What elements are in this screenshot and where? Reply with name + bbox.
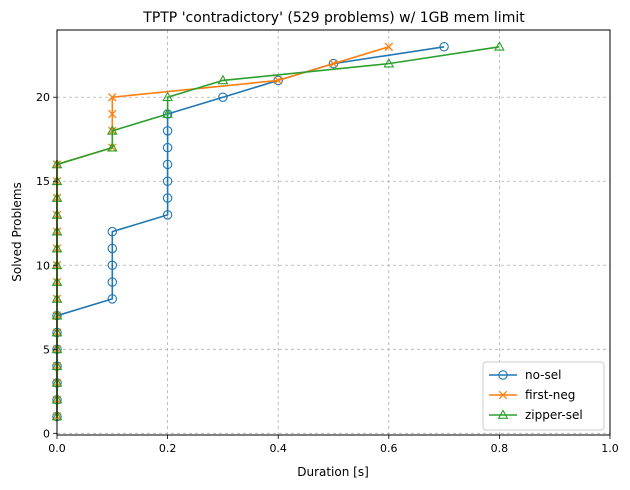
x-tick-label: 0.4: [269, 442, 287, 455]
data-point: [162, 108, 173, 118]
data-point: [106, 141, 118, 152]
data-point: [162, 142, 173, 153]
y-tick-label: 10: [36, 259, 50, 272]
data-point: [108, 92, 117, 102]
legend-marker: [498, 370, 508, 380]
data-point: [329, 59, 338, 68]
chart-title: TPTP 'contradictory' (529 problems) w/ 1…: [142, 10, 525, 26]
x-tick-label: 0.8: [491, 442, 509, 455]
data-point: [162, 193, 173, 203]
data-point: [162, 176, 173, 186]
legend-marker: [497, 409, 509, 419]
x-tick-label: 1.0: [601, 442, 619, 455]
legend-label: first-neg: [525, 388, 575, 402]
y-tick-label: 0: [43, 427, 50, 440]
series-first-neg: [52, 42, 394, 421]
legend-label: no-sel: [525, 368, 561, 382]
data-point: [162, 126, 173, 136]
legend-box: [482, 361, 605, 431]
data-point: [494, 41, 505, 51]
data-point: [107, 226, 118, 237]
x-tick-label: 0.6: [380, 442, 398, 455]
x-axis: 0.0 0.2 0.4 0.6 0.8 1.0: [48, 435, 619, 455]
data-point: [217, 74, 229, 85]
data-point: [162, 210, 173, 220]
y-tick-label: 15: [36, 175, 50, 188]
legend-entry-zipper-sel: zipper-sel: [489, 408, 583, 422]
x-tick-label: 0.0: [48, 442, 66, 455]
data-point: [273, 76, 283, 85]
legend-label: zipper-sel: [525, 408, 583, 422]
data-point: [162, 91, 173, 102]
y-tick-label: 5: [43, 343, 50, 356]
plot-frame: [56, 29, 611, 436]
data-point: [107, 260, 118, 271]
data-point: [107, 243, 118, 254]
data-point: [108, 109, 117, 119]
series-line: [56, 46, 390, 417]
legend-marker: [498, 390, 508, 400]
y-tick-label: 20: [36, 91, 50, 104]
data-point: [439, 42, 449, 52]
series-line: [56, 46, 445, 417]
legend-entry-no-sel: no-sel: [489, 368, 561, 382]
data-point: [218, 92, 228, 102]
data-point: [328, 58, 339, 69]
data-point: [384, 42, 394, 52]
data-point: [107, 277, 118, 287]
y-axis: 0 5 10 15 20: [36, 91, 57, 440]
legend: no-sel first-neg zipper-sel: [482, 361, 605, 431]
data-point: [106, 125, 118, 135]
data-point: [107, 294, 118, 304]
legend-entry-first-neg: first-neg: [489, 388, 575, 402]
x-axis-label: Duration [s]: [297, 465, 369, 479]
y-axis-label: Solved Problems: [10, 182, 24, 282]
data-point: [383, 57, 395, 68]
data-point: [162, 159, 173, 170]
x-tick-label: 0.2: [159, 442, 177, 455]
